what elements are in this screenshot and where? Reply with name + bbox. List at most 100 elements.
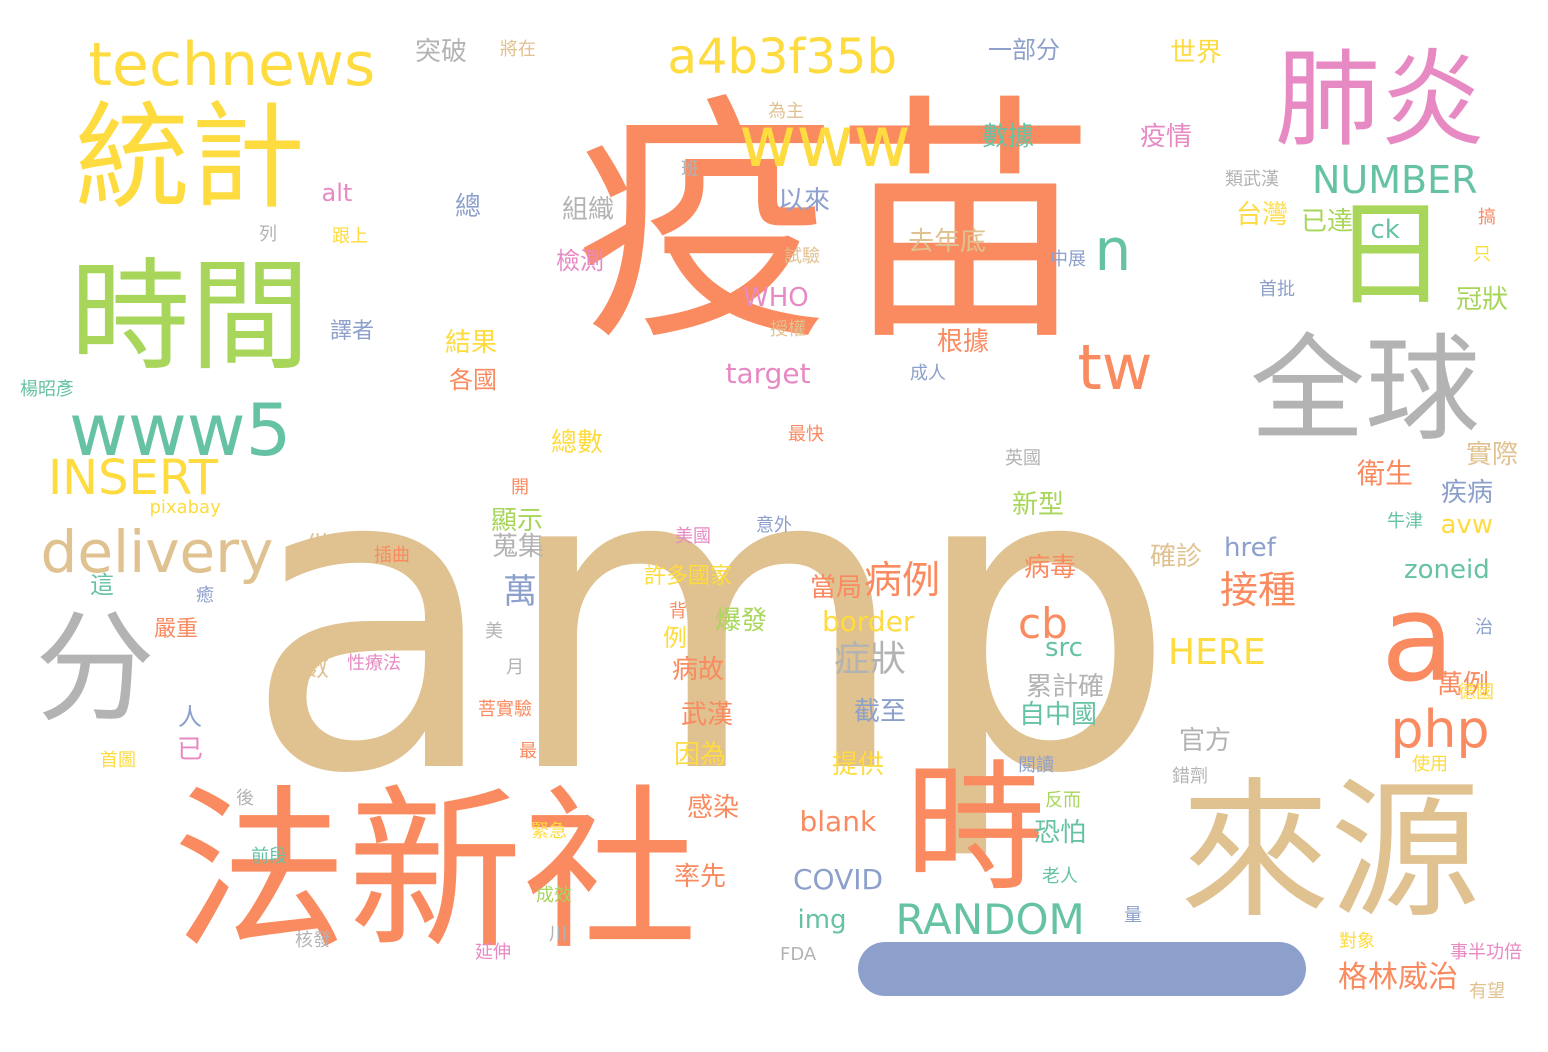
cloud-word: 性療法 (347, 653, 401, 674)
cloud-word: 前段 (251, 846, 287, 867)
cloud-word: 這 (90, 571, 114, 599)
cloud-word: 率先 (674, 862, 727, 892)
cloud-word: 緊急 (531, 821, 567, 842)
cloud-word: 將在 (500, 39, 536, 60)
cloud-word: 世界 (1170, 38, 1223, 68)
cloud-word: 冠狀 (1456, 285, 1509, 315)
cloud-word: amp (243, 377, 1177, 866)
cloud-word: 試驗 (784, 246, 820, 267)
cloud-word: 因為 (674, 740, 727, 770)
cloud-word: 牛津 (1387, 511, 1423, 532)
cloud-word: 跟上 (332, 226, 368, 247)
cloud-word: 實際 (1466, 440, 1519, 470)
cloud-word: a4b3f35b (667, 29, 897, 85)
cloud-word: 武漢 (681, 700, 734, 730)
cloud-word: target (725, 357, 811, 390)
cloud-word: 德國 (1458, 682, 1494, 703)
cloud-word: 提供 (832, 750, 885, 780)
cloud-word: 癒 (196, 585, 214, 606)
cloud-word: technews (88, 30, 376, 100)
cloud-word: 許多國家 (644, 564, 733, 589)
cloud-word: HERE (1168, 632, 1266, 673)
cloud-word: 使用 (1412, 754, 1448, 775)
cloud-word: 錯劑 (1172, 766, 1208, 787)
cloud-word: 嚴重 (154, 617, 199, 642)
cloud-word: 班 (681, 159, 699, 180)
cloud-word: NUMBER (1312, 158, 1478, 202)
cloud-word: 以來 (778, 186, 831, 216)
cloud-word: COVID (793, 863, 884, 896)
cloud-word: 疾病 (1441, 478, 1494, 508)
cloud-word: 爆發 (715, 606, 768, 636)
cloud-word: 美國 (675, 526, 711, 547)
cloud-word: 總 (455, 192, 482, 222)
cloud-word: 顯示 (491, 506, 544, 536)
cloud-word: 恐怕 (1034, 818, 1087, 848)
cloud-word: 各國 (449, 366, 497, 394)
cloud-word: 量 (1124, 905, 1142, 926)
cloud-word: 自中國 (1019, 700, 1098, 730)
cloud-word: 開 (511, 477, 529, 498)
cloud-word: 美 (485, 621, 503, 642)
cloud-word: 英國 (1005, 448, 1041, 469)
cloud-word: 例 (663, 624, 687, 652)
cloud-word: 反而 (1045, 790, 1081, 811)
cloud-word: 法新社 (172, 770, 698, 974)
cloud-word: 接種 (1220, 568, 1297, 612)
cloud-word: 病故 (672, 655, 725, 685)
cloud-word: blank (799, 805, 877, 838)
cloud-word: pixabay (149, 497, 221, 518)
cloud-word: 只 (1473, 244, 1491, 265)
cloud-word: php (1390, 700, 1490, 760)
cloud-word: 格林威治 (1338, 960, 1458, 995)
cloud-word: 後 (236, 788, 254, 809)
cloud-word: 感染 (687, 793, 740, 823)
cloud-word: 症狀 (834, 639, 907, 680)
cloud-word: img (797, 905, 847, 935)
cloud-word: 中展 (1050, 249, 1086, 270)
cloud-word: 做出 (306, 532, 359, 562)
cloud-word: 疫情 (1140, 122, 1193, 152)
cloud-word: 新型 (1012, 490, 1065, 520)
cloud-word: 萬 (503, 572, 537, 612)
cloud-word: src (1045, 633, 1083, 663)
cloud-word: 背 (669, 601, 687, 622)
cloud-word: 月 (506, 657, 524, 678)
blue-bar (858, 942, 1306, 996)
cloud-word: 類武漢 (1225, 169, 1279, 190)
cloud-word: 治 (1475, 617, 1493, 638)
cloud-word: n (1094, 216, 1132, 284)
cloud-word: 已達 (1301, 207, 1354, 237)
cloud-word: www5 (69, 388, 292, 472)
cloud-word: 來源 (1180, 765, 1481, 939)
cloud-word: 授權 (770, 319, 806, 340)
cloud-word: 譯者 (330, 319, 375, 344)
cloud-word: 檢測 (556, 247, 604, 275)
cloud-word: alt (321, 179, 353, 207)
cloud-word: 核發 (295, 930, 331, 951)
cloud-word: 時間 (70, 248, 310, 387)
cloud-word: zoneid (1404, 555, 1490, 585)
cloud-word: 疫苗 (575, 74, 1095, 376)
cloud-word: 最 (519, 741, 537, 762)
cloud-word: 分 (35, 600, 155, 739)
cloud-word: a (1381, 570, 1455, 709)
cloud-word: WHO (743, 283, 809, 313)
cloud-word: 萬例 (1437, 670, 1490, 700)
cloud-word: 列 (259, 224, 277, 245)
cloud-word: 插曲 (374, 545, 410, 566)
cloud-word: 為主 (768, 101, 804, 122)
cloud-word: 搞 (1478, 207, 1496, 228)
cloud-word: 截至 (854, 697, 907, 727)
cloud-word: 診數 (277, 653, 330, 683)
cloud-word: 病例 (864, 558, 941, 602)
cloud-word: 結果 (445, 328, 498, 358)
cloud-word: border (822, 605, 915, 638)
cloud-word: avw (1440, 510, 1494, 540)
cloud-word: 官方 (1179, 726, 1232, 756)
cloud-word: 蒐集 (492, 532, 545, 562)
cloud-word: 台灣 (1236, 200, 1289, 230)
cloud-word: 延伸 (475, 942, 511, 963)
cloud-word: 楊昭彥 (20, 379, 74, 400)
cloud-word: tw (1077, 331, 1153, 404)
